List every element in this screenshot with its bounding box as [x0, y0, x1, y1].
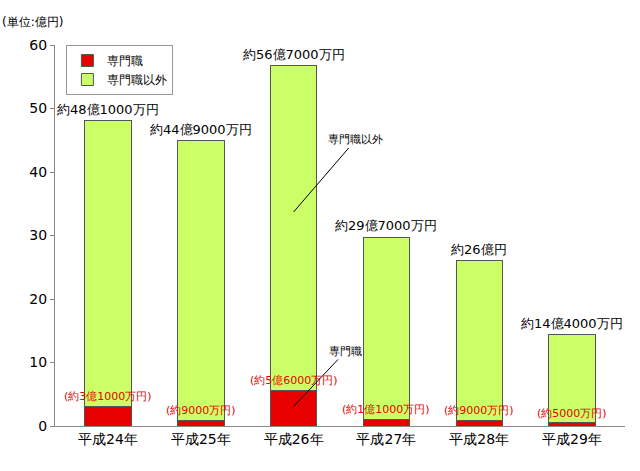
svg-text:(約9000万円): (約9000万円)	[444, 404, 514, 417]
svg-text:(約9000万円): (約9000万円)	[166, 404, 236, 417]
svg-text:専門職: 専門職	[329, 345, 362, 358]
svg-text:20: 20	[29, 291, 47, 307]
svg-text:50: 50	[29, 100, 47, 116]
svg-text:(約5000万円): (約5000万円)	[537, 407, 607, 420]
svg-text:(約1億1000万円): (約1億1000万円)	[342, 403, 430, 416]
svg-text:平成29年: 平成29年	[542, 431, 602, 447]
svg-text:40: 40	[29, 164, 47, 180]
svg-text:約14億4000万円: 約14億4000万円	[521, 316, 623, 331]
svg-text:平成26年: 平成26年	[264, 431, 324, 447]
svg-text:平成28年: 平成28年	[449, 431, 509, 447]
svg-text:(約3億1000万円): (約3億1000万円)	[64, 390, 152, 403]
svg-text:専門職以外: 専門職以外	[107, 73, 167, 87]
svg-text:60: 60	[29, 37, 47, 53]
svg-text:30: 30	[29, 227, 47, 243]
svg-text:約48億1000万円: 約48億1000万円	[57, 102, 159, 117]
svg-text:10: 10	[29, 354, 47, 370]
svg-text:約44億9000万円: 約44億9000万円	[150, 122, 252, 137]
svg-text:約26億円: 約26億円	[451, 242, 507, 257]
svg-text:0: 0	[38, 418, 47, 434]
svg-text:平成25年: 平成25年	[171, 431, 231, 447]
svg-text:専門職以外: 専門職以外	[328, 133, 383, 146]
svg-text:専門職: 専門職	[107, 54, 143, 68]
svg-text:約56億7000万円: 約56億7000万円	[243, 47, 345, 62]
svg-text:(単位:億円): (単位:億円)	[2, 15, 63, 29]
svg-text:平成27年: 平成27年	[356, 431, 416, 447]
svg-text:平成24年: 平成24年	[78, 431, 138, 447]
svg-text:約29億7000万円: 約29億7000万円	[335, 218, 437, 233]
svg-text:(約5億6000万円): (約5億6000万円)	[250, 374, 338, 387]
